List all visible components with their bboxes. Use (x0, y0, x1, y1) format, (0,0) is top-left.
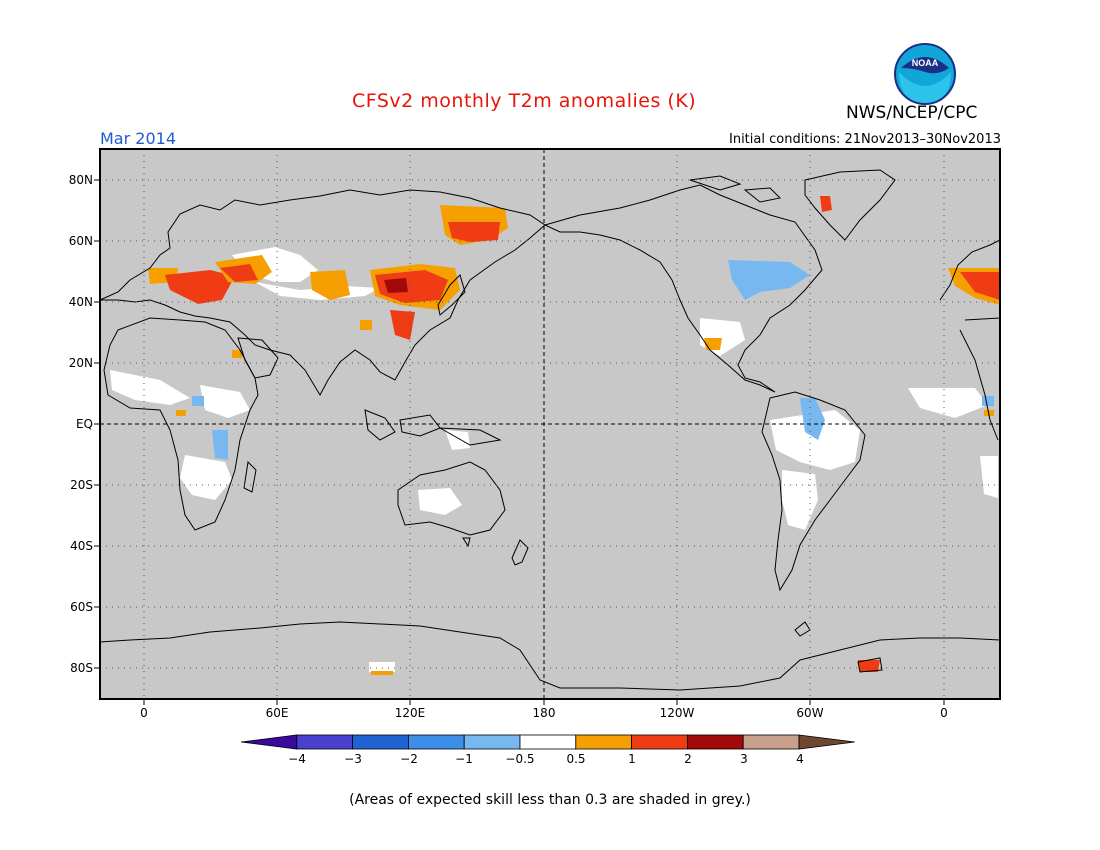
cool-anomaly-areas (192, 260, 994, 460)
colorbar-segment (296, 734, 353, 750)
colorbar-segment (798, 734, 855, 750)
colorbar-segment (742, 734, 800, 750)
noaa-logo: NOAA (894, 43, 956, 105)
gridlines (100, 149, 1000, 699)
lat-label-60n: 60N (68, 234, 93, 248)
lat-label-20n: 20N (68, 356, 93, 370)
colorbar-segment (575, 734, 632, 750)
agency-label: NWS/NCEP/CPC (846, 103, 978, 123)
colorbar-segment (407, 734, 465, 750)
forecast-month: Mar 2014 (100, 129, 176, 148)
colorbar-label: 3 (740, 752, 748, 766)
lat-label-eq: EQ (75, 417, 93, 431)
colorbar-label: 4 (796, 752, 804, 766)
lon-label-0-east: 0 (940, 706, 948, 720)
coastlines (99, 169, 1001, 691)
colorbar (240, 734, 855, 750)
colorbar-segment (631, 734, 688, 750)
axis-ticks (94, 179, 945, 705)
colorbar-label: 0.5 (566, 752, 586, 766)
lon-label-0: 0 (140, 706, 148, 720)
logo-lettering: NOAA (912, 58, 939, 68)
lat-label-40n: 40N (68, 295, 93, 309)
lat-label-80s: 80S (70, 661, 93, 675)
colorbar-label: 2 (684, 752, 692, 766)
footnote: (Areas of expected skill less than 0.3 a… (349, 792, 751, 808)
colorbar-label: −1 (455, 752, 473, 766)
lat-label-20s: 20S (70, 478, 93, 492)
lon-label-120e: 120E (394, 706, 426, 720)
colorbar-label: 1 (628, 752, 636, 766)
colorbar-label: −3 (344, 752, 362, 766)
colorbar-segment (240, 734, 298, 750)
warm-anomaly-areas (148, 196, 1000, 675)
colorbar-segment (463, 734, 521, 750)
initial-conditions: Initial conditions: 21Nov2013–30Nov2013 (729, 132, 1001, 147)
colorbar-label: −4 (288, 752, 306, 766)
lon-label-60e: 60E (265, 706, 289, 720)
colorbar-label: −2 (400, 752, 418, 766)
colorbar-segment (519, 734, 577, 750)
lat-label-40s: 40S (70, 539, 93, 553)
colorbar-segment (352, 734, 409, 750)
colorbar-segment (687, 734, 744, 750)
lon-label-180: 180 (532, 706, 556, 720)
lat-label-60s: 60S (70, 600, 93, 614)
equator-dateline (100, 149, 1000, 699)
lat-label-80n: 80N (68, 173, 93, 187)
lon-label-120w: 120W (659, 706, 695, 720)
colorbar-label: −0.5 (505, 752, 535, 766)
map-title: CFSv2 monthly T2m anomalies (K) (352, 90, 697, 112)
lon-label-60w: 60W (796, 706, 824, 720)
